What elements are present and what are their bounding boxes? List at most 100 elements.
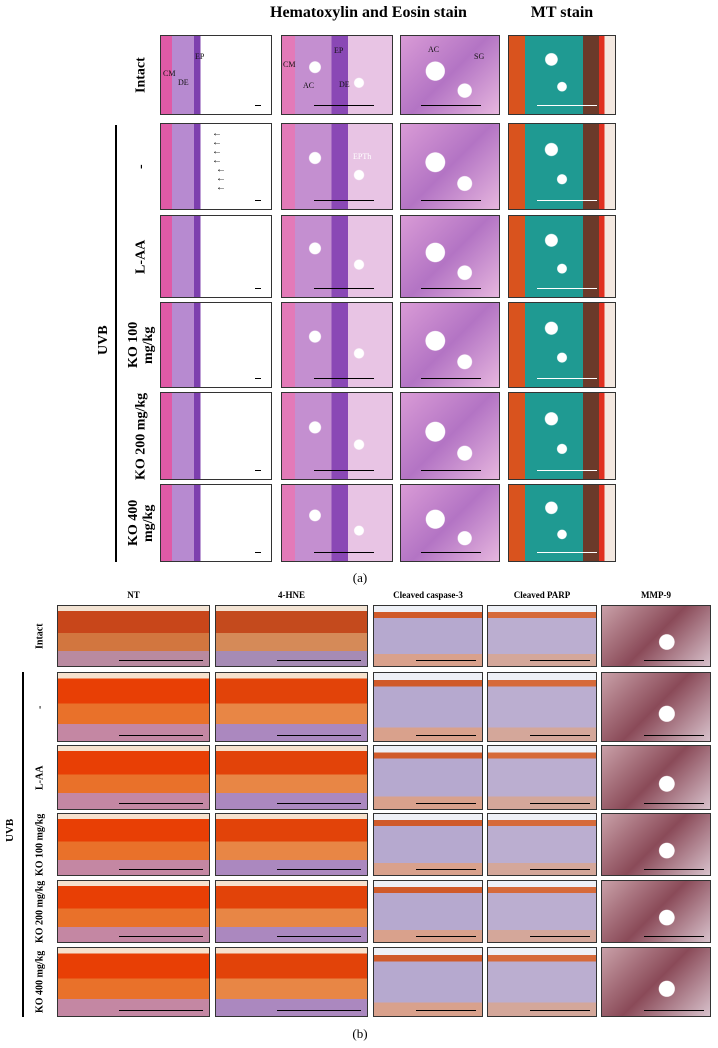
micrograph (373, 947, 483, 1017)
scale-bar (529, 868, 590, 870)
micrograph (601, 813, 711, 876)
scale-bar (255, 287, 261, 289)
scale-bar (255, 377, 261, 379)
micrograph (215, 672, 368, 742)
scale-bar (537, 104, 597, 106)
micrograph (281, 123, 393, 210)
row-label: L-AA (34, 765, 46, 790)
arrow: ← (216, 164, 226, 175)
scale-bar (314, 199, 374, 201)
micrograph (601, 745, 711, 810)
scale-bar (537, 287, 597, 289)
micrograph (160, 392, 272, 480)
scale-bar (537, 377, 597, 379)
scale-bar (421, 199, 481, 201)
annotation: AC (428, 45, 440, 54)
annotation: EP (334, 46, 344, 55)
scale-bar (118, 659, 203, 661)
annotation: EPTh (353, 152, 372, 161)
micrograph (400, 392, 500, 480)
row-label: - (133, 164, 149, 169)
scale-bar (118, 1009, 203, 1011)
scale-bar (421, 377, 481, 379)
row-label: KO 200 mg/kg (133, 392, 149, 480)
row-label: KO 400 mg/kg (34, 950, 46, 1014)
scale-bar (537, 551, 597, 553)
annotation: CM (283, 60, 296, 69)
arrow: ← (216, 182, 226, 193)
micrograph (57, 605, 210, 667)
micrograph (373, 813, 483, 876)
annotation: DE (178, 78, 189, 87)
caption: (a) (352, 570, 368, 585)
scale-bar (276, 868, 361, 870)
row-label: KO 100 mg/kg (126, 321, 156, 369)
scale-bar (415, 734, 476, 736)
scale-bar (314, 469, 374, 471)
micrograph (373, 745, 483, 810)
header: MT stain (530, 4, 594, 21)
scale-bar (421, 287, 481, 289)
micrograph (487, 672, 597, 742)
scale-bar (643, 734, 704, 736)
scale-bar (255, 199, 261, 201)
scale-bar (643, 1009, 704, 1011)
scale-bar (421, 104, 481, 106)
scale-bar (537, 469, 597, 471)
micrograph (601, 672, 711, 742)
row-label: KO 100 mg/kg (34, 813, 46, 876)
micrograph (215, 605, 368, 667)
micrograph (281, 302, 393, 388)
scale-bar (255, 104, 261, 106)
micrograph (508, 123, 616, 210)
micrograph (281, 35, 393, 115)
scale-bar (529, 734, 590, 736)
scale-bar (276, 1009, 361, 1011)
micrograph (487, 947, 597, 1017)
micrograph (601, 947, 711, 1017)
scale-bar (643, 868, 704, 870)
scale-bar (537, 199, 597, 201)
scale-bar (643, 935, 704, 937)
micrograph (160, 484, 272, 562)
micrograph (400, 215, 500, 298)
micrograph (215, 880, 368, 943)
row-label: KO 200 mg/kg (34, 880, 46, 943)
group-label: UVB (96, 325, 111, 355)
scale-bar (415, 868, 476, 870)
micrograph (601, 880, 711, 943)
arrow: ← (212, 155, 222, 166)
header: Cleaved PARP (513, 590, 571, 600)
scale-bar (255, 551, 261, 553)
scale-bar (314, 104, 374, 106)
micrograph (215, 745, 368, 810)
micrograph (57, 813, 210, 876)
micrograph (373, 605, 483, 667)
micrograph (400, 484, 500, 562)
group-line (115, 125, 117, 562)
micrograph (160, 35, 272, 115)
scale-bar (118, 868, 203, 870)
scale-bar (118, 734, 203, 736)
scale-bar (415, 659, 476, 661)
micrograph (508, 215, 616, 298)
micrograph (57, 672, 210, 742)
row-label: Intact (34, 623, 46, 649)
arrow: ← (212, 128, 222, 139)
arrow: ← (216, 173, 226, 184)
scale-bar (118, 802, 203, 804)
header: MMP-9 (641, 590, 671, 600)
row-label: - (34, 705, 46, 709)
scale-bar (529, 659, 590, 661)
group-label: UVB (4, 818, 16, 842)
micrograph (57, 947, 210, 1017)
micrograph (400, 302, 500, 388)
annotation: SG (474, 52, 485, 61)
micrograph (57, 880, 210, 943)
scale-bar (415, 1009, 476, 1011)
scale-bar (314, 287, 374, 289)
scale-bar (314, 377, 374, 379)
micrograph (160, 302, 272, 388)
micrograph (487, 813, 597, 876)
